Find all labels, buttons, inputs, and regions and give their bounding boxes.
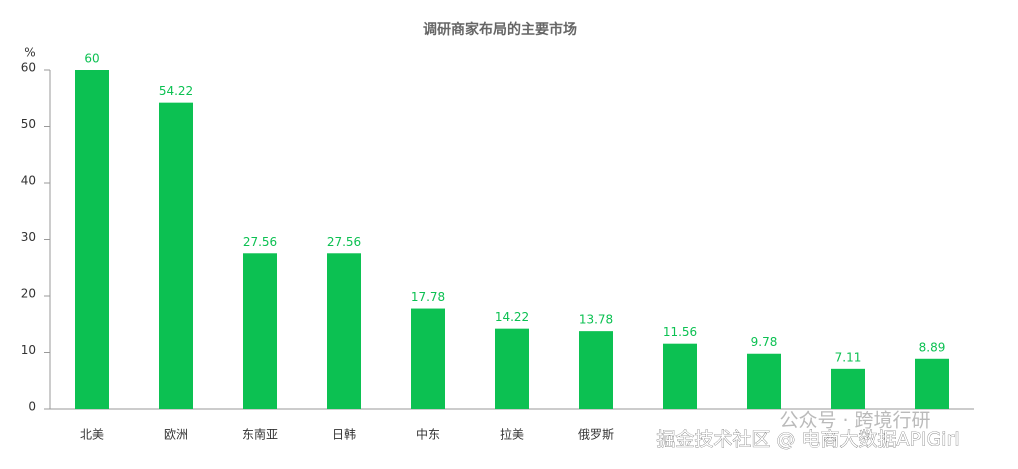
value-label: 13.78 [579,313,613,327]
y-tick-label: 50 [21,117,36,131]
bar [159,102,193,410]
x-tick-label: 欧洲 [164,428,188,442]
value-label: 8.89 [919,340,946,354]
y-tick-label: 20 [21,287,36,301]
value-label: 60 [84,52,99,66]
bar [747,353,781,409]
bar [243,253,277,409]
bar [915,358,949,409]
y-tick-label: 40 [21,174,36,188]
watermark: 公众号 · 跨境行研 [779,410,930,432]
bar [75,70,109,409]
x-tick-label: 拉美 [500,427,524,442]
bar [663,343,697,409]
watermark: 掘金技术社区 @ 电商大数据APIGirl [656,429,959,451]
value-label: 27.56 [327,235,361,249]
value-label: 11.56 [663,325,697,339]
x-tick-label: 俄罗斯 [578,428,614,442]
bar [579,331,613,409]
bar [495,328,529,409]
value-label: 14.22 [495,310,529,324]
value-label: 27.56 [243,235,277,249]
y-tick-label: 60 [21,61,36,75]
bar [411,308,445,409]
value-label: 17.78 [411,290,445,304]
y-axis-label: % [24,46,35,60]
x-tick-label: 中东 [416,427,440,442]
value-label: 7.11 [835,350,862,364]
y-tick-label: 30 [21,230,36,244]
y-tick-label: 0 [28,400,36,414]
chart-title: 调研商家布局的主要市场 [423,21,577,38]
x-tick-label: 北美 [80,428,104,442]
x-tick-label: 日韩 [332,427,356,442]
bar [327,253,361,409]
value-label: 54.22 [159,84,193,98]
bar [831,368,865,409]
value-label: 9.78 [751,335,778,349]
y-tick-label: 10 [21,343,36,357]
x-tick-label: 东南亚 [242,427,278,442]
